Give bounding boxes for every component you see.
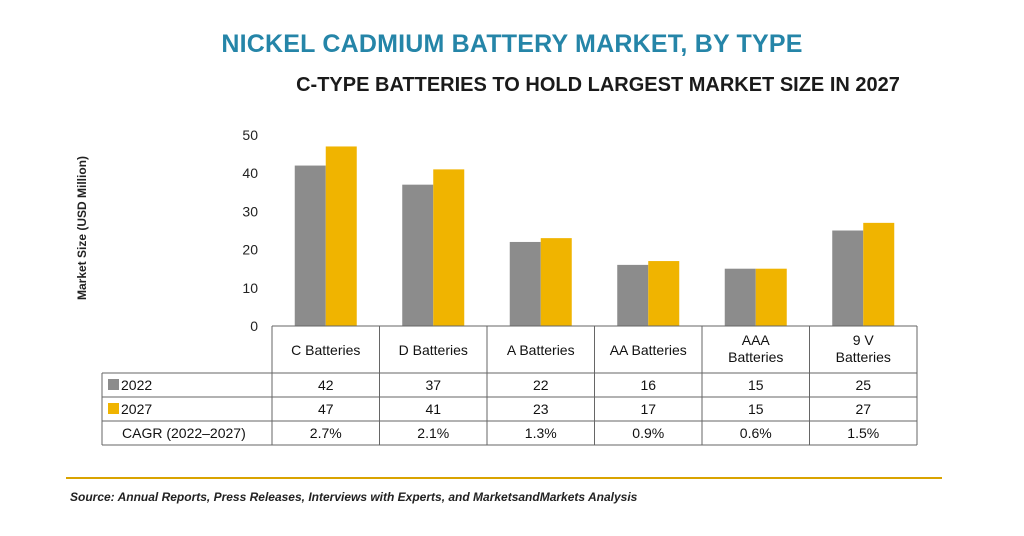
data-label: 15 — [748, 377, 764, 393]
data-label: 17 — [640, 401, 656, 417]
data-label: 15 — [748, 401, 764, 417]
chart-subtitle: C-TYPE BATTERIES TO HOLD LARGEST MARKET … — [296, 74, 900, 96]
bar-2022-3 — [617, 264, 649, 326]
data-label: 41 — [425, 401, 441, 417]
data-label: 47 — [318, 401, 334, 417]
bar-2027-2 — [540, 238, 572, 326]
legend-label-2022: 2022 — [121, 377, 152, 393]
data-label: 22 — [533, 377, 549, 393]
bar-2022-4 — [724, 268, 756, 326]
y-tick-label: 30 — [242, 203, 258, 219]
bar-2027-4 — [755, 268, 787, 326]
bar-2027-5 — [863, 222, 895, 326]
cagr-row-header: CAGR (2022–2027) — [122, 425, 246, 441]
y-tick-label: 10 — [242, 280, 258, 296]
legend-label-2027: 2027 — [121, 401, 152, 417]
data-label: 25 — [855, 377, 871, 393]
source-note: Source: Annual Reports, Press Releases, … — [70, 490, 638, 504]
bar-2022-5 — [832, 230, 864, 326]
data-label: 23 — [533, 401, 549, 417]
data-label: 37 — [425, 377, 441, 393]
y-tick-label: 0 — [250, 318, 258, 334]
data-label: 27 — [855, 401, 871, 417]
bar-2022-0 — [294, 165, 326, 326]
cagr-value: 2.1% — [417, 425, 449, 441]
y-tick-label: 50 — [242, 127, 258, 143]
legend-swatch-2022 — [108, 379, 119, 390]
cagr-value: 1.3% — [525, 425, 557, 441]
cagr-value: 0.6% — [740, 425, 772, 441]
bar-2022-1 — [402, 184, 434, 326]
y-tick-label: 20 — [242, 242, 258, 258]
category-label: AA Batteries — [610, 342, 687, 358]
cagr-value: 0.9% — [632, 425, 664, 441]
legend-swatch-2027 — [108, 403, 119, 414]
category-label: C Batteries — [291, 342, 360, 358]
category-label: D Batteries — [399, 342, 468, 358]
bar-2027-3 — [648, 261, 680, 326]
category-label: 9 V — [853, 332, 875, 348]
category-label: AAA — [742, 332, 771, 348]
chart-title: NICKEL CADMIUM BATTERY MARKET, BY TYPE — [221, 30, 803, 58]
category-label: A Batteries — [507, 342, 575, 358]
bar-2027-0 — [325, 146, 357, 326]
footer-rule — [66, 477, 942, 479]
bar-2022-2 — [509, 241, 541, 326]
data-label: 16 — [640, 377, 656, 393]
data-label: 42 — [318, 377, 334, 393]
bar-2027-1 — [433, 169, 465, 326]
cagr-value: 1.5% — [847, 425, 879, 441]
cagr-value: 2.7% — [310, 425, 342, 441]
category-label: Batteries — [728, 349, 783, 365]
category-label: Batteries — [836, 349, 891, 365]
y-tick-label: 40 — [242, 165, 258, 181]
